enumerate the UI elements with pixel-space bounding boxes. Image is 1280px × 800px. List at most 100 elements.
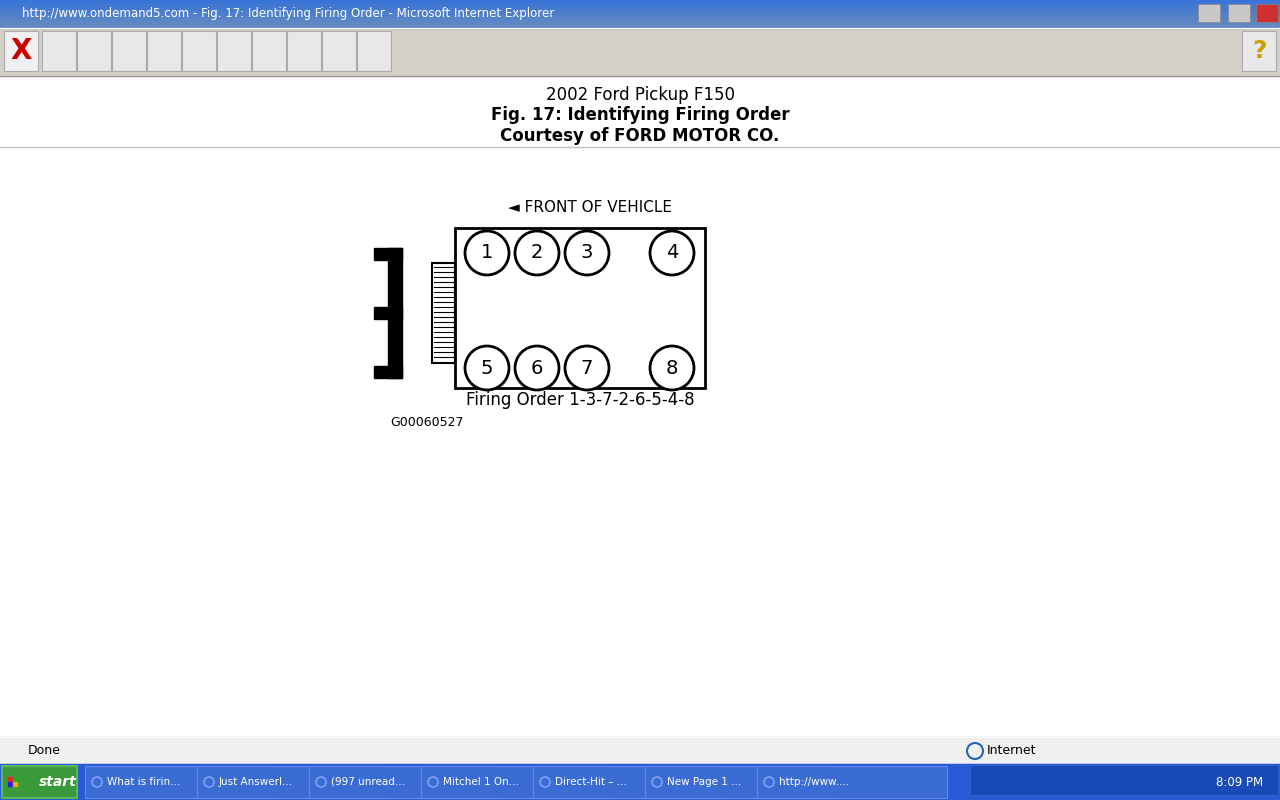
Text: What is firin...: What is firin... [108, 777, 180, 787]
Bar [13, 782, 17, 786]
Circle shape [515, 231, 559, 275]
Bar [113, 31, 146, 71]
Bar [0, 2, 1280, 3]
Bar [0, 737, 1280, 765]
Text: ◄ FRONT OF VEHICLE: ◄ FRONT OF VEHICLE [508, 201, 672, 215]
Bar [182, 31, 216, 71]
Bar [0, 19, 1280, 20]
Bar [77, 31, 111, 71]
Text: 5: 5 [481, 358, 493, 378]
Bar [0, 7, 1280, 8]
Bar [433, 263, 454, 363]
Bar [0, 14, 1280, 15]
Circle shape [515, 346, 559, 390]
Text: G00060527: G00060527 [390, 417, 463, 430]
Circle shape [465, 231, 509, 275]
Bar [756, 766, 947, 798]
Bar [0, 17, 1280, 18]
Bar [0, 10, 1280, 11]
Bar [1228, 4, 1251, 22]
Bar [0, 16, 1280, 17]
Circle shape [650, 231, 694, 275]
Bar [0, 6, 1280, 7]
Bar [323, 31, 356, 71]
Text: Fig. 17: Identifying Firing Order: Fig. 17: Identifying Firing Order [490, 106, 790, 124]
Text: ?: ? [1252, 39, 1266, 63]
Bar [1256, 4, 1277, 22]
Bar [0, 25, 1280, 26]
Bar [0, 28, 1280, 76]
Text: X: X [10, 37, 32, 65]
Bar [8, 777, 12, 781]
Bar [252, 31, 285, 71]
Text: Direct-Hit – ...: Direct-Hit – ... [556, 777, 627, 787]
Bar [0, 18, 1280, 19]
Text: New Page 1 ...: New Page 1 ... [667, 777, 741, 787]
Bar [0, 1, 1280, 2]
Bar [0, 27, 1280, 28]
Text: http://www....: http://www.... [780, 777, 849, 787]
Bar [0, 23, 1280, 24]
Bar [84, 766, 275, 798]
Text: Done: Done [28, 745, 61, 758]
Bar [374, 366, 402, 378]
Text: 8: 8 [666, 358, 678, 378]
Circle shape [650, 346, 694, 390]
Text: 2002 Ford Pickup F150: 2002 Ford Pickup F150 [545, 86, 735, 104]
Text: Mitchel 1 On...: Mitchel 1 On... [443, 777, 518, 787]
Text: http://www.ondemand5.com - Fig. 17: Identifying Firing Order - Microsoft Interne: http://www.ondemand5.com - Fig. 17: Iden… [22, 7, 554, 21]
Bar [374, 248, 402, 260]
Circle shape [564, 231, 609, 275]
Bar [0, 9, 1280, 10]
Bar [0, 13, 1280, 14]
Bar [0, 764, 1280, 800]
Bar [1198, 4, 1220, 22]
Bar [970, 765, 1277, 795]
Circle shape [465, 346, 509, 390]
Bar [421, 766, 611, 798]
Bar [388, 248, 402, 378]
Bar [0, 8, 1280, 9]
Bar [374, 307, 402, 319]
Bar [0, 26, 1280, 27]
Bar [0, 0, 1280, 1]
Text: 3: 3 [581, 243, 593, 262]
Bar [13, 777, 17, 781]
Bar [147, 31, 180, 71]
Bar [0, 5, 1280, 6]
Bar [8, 782, 12, 786]
Text: Internet: Internet [987, 745, 1037, 758]
Bar [287, 31, 321, 71]
Text: 7: 7 [581, 358, 593, 378]
Bar [218, 31, 251, 71]
Text: 1: 1 [481, 243, 493, 262]
Bar [357, 31, 390, 71]
Bar [532, 766, 723, 798]
Text: 2: 2 [531, 243, 543, 262]
Bar [645, 766, 835, 798]
Text: 4: 4 [666, 243, 678, 262]
Bar [0, 24, 1280, 25]
Text: Just Answerl...: Just Answerl... [219, 777, 293, 787]
Bar [4, 31, 38, 71]
Text: 8:09 PM: 8:09 PM [1216, 775, 1263, 789]
Bar [0, 11, 1280, 12]
Bar [0, 20, 1280, 21]
Bar [0, 22, 1280, 23]
Bar [0, 15, 1280, 16]
Bar [454, 228, 705, 388]
Bar [0, 3, 1280, 4]
Circle shape [564, 346, 609, 390]
Bar [0, 21, 1280, 22]
Text: start: start [40, 775, 77, 789]
Bar [0, 4, 1280, 5]
Bar [42, 31, 76, 71]
Bar [1242, 31, 1276, 71]
Text: Courtesy of FORD MOTOR CO.: Courtesy of FORD MOTOR CO. [500, 127, 780, 145]
Text: 6: 6 [531, 358, 543, 378]
Text: (997 unread...: (997 unread... [332, 777, 404, 787]
Text: Firing Order 1-3-7-2-6-5-4-8: Firing Order 1-3-7-2-6-5-4-8 [466, 391, 694, 409]
Bar [0, 12, 1280, 13]
Bar [3, 766, 77, 798]
Bar [308, 766, 499, 798]
